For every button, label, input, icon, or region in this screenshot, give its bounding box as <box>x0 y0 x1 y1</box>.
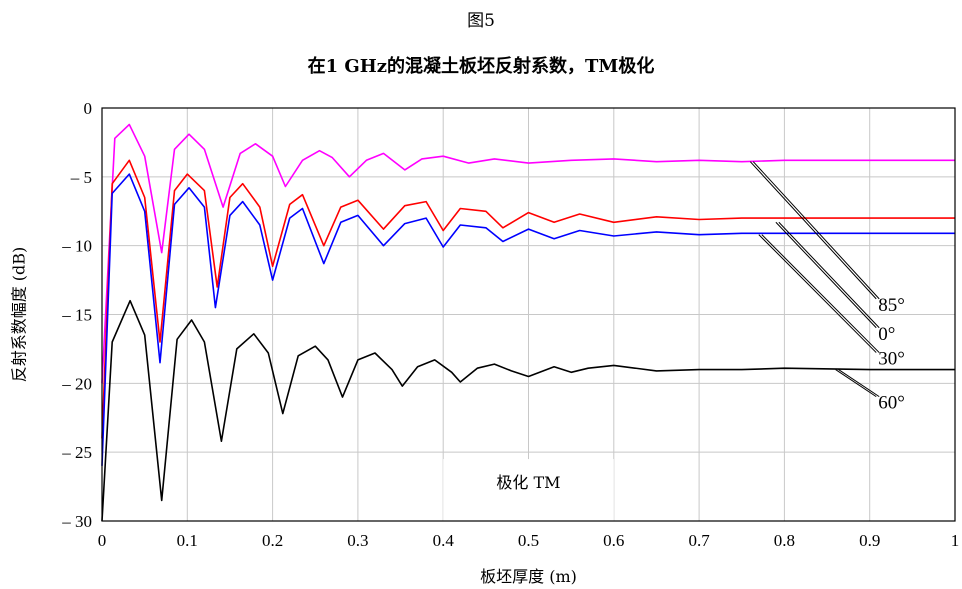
series-line <box>101 159 955 439</box>
legend: 85° 0° 30° 60° <box>749 161 905 414</box>
y-tick-label: – 30 <box>61 512 92 531</box>
y-axis-label: 反射系数幅度 (dB) <box>10 247 29 383</box>
chart-title: 在1 GHz的混凝土板坯反射系数，TM极化 <box>307 56 655 77</box>
x-axis-label: 板坯厚度 (m) <box>480 567 577 586</box>
series-line <box>101 123 955 384</box>
y-tick-label: – 15 <box>61 306 92 325</box>
series-line <box>101 173 955 466</box>
annotation-background <box>443 459 614 521</box>
legend-label: 0° <box>878 324 895 345</box>
legend-label: 60° <box>878 393 905 414</box>
legend-leader-line <box>838 369 880 398</box>
x-tick-label: 0.3 <box>347 531 368 550</box>
x-tick-label: 0 <box>98 531 107 550</box>
y-tick-label: – 25 <box>61 443 92 462</box>
x-tick-label: 0.1 <box>177 531 198 550</box>
legend-leader-line <box>775 221 877 329</box>
plot-frame <box>101 107 956 522</box>
x-tick-label: 0.6 <box>603 531 624 550</box>
x-tick-label: 1 <box>951 531 960 550</box>
grid <box>102 108 955 521</box>
series-line <box>101 299 955 522</box>
legend-leader-line <box>761 234 880 353</box>
figure-label: 图5 <box>467 11 495 31</box>
x-tick-label: 0.8 <box>774 531 795 550</box>
legend-leader-line <box>778 221 880 329</box>
y-tick-label: – 5 <box>70 168 92 187</box>
x-tick-label: 0.2 <box>262 531 283 550</box>
legend-leader-line <box>749 161 877 300</box>
legend-leader-line <box>758 234 877 353</box>
tick-labels: 0 0.1 0.2 0.3 0.4 0.5 0.6 0.7 0.8 0.9 1 0 – 5 – 10 – 1… <box>61 99 959 550</box>
polarization-annotation: 极化 TM <box>496 473 560 492</box>
legend-label: 85° <box>878 295 905 316</box>
x-tick-label: 0.4 <box>433 531 455 550</box>
y-tick-label: – 20 <box>61 374 92 393</box>
annotation-box <box>443 459 614 521</box>
series-group <box>101 123 955 522</box>
legend-leader-line <box>752 161 880 300</box>
x-tick-label: 0.7 <box>688 531 710 550</box>
legend-label: 30° <box>878 349 905 370</box>
y-tick-label: – 10 <box>61 237 92 256</box>
x-tick-label: 0.9 <box>859 531 880 550</box>
x-tick-label: 0.5 <box>518 531 539 550</box>
legend-leader-line <box>835 369 877 398</box>
y-tick-label: 0 <box>84 99 93 118</box>
